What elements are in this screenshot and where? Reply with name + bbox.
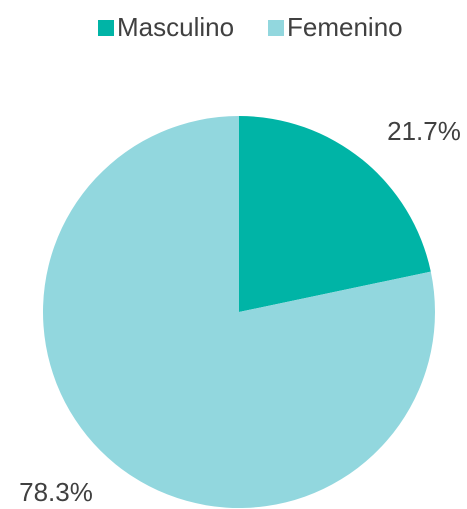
legend-swatch: [268, 20, 284, 36]
data-label: 78.3%: [19, 477, 93, 507]
legend-swatch: [98, 20, 114, 36]
pie-slice: [239, 116, 431, 312]
data-label: 21.7%: [387, 116, 461, 146]
legend-label: Masculino: [117, 12, 234, 42]
legend-label: Femenino: [287, 12, 403, 42]
pie-slice: [42, 116, 436, 508]
